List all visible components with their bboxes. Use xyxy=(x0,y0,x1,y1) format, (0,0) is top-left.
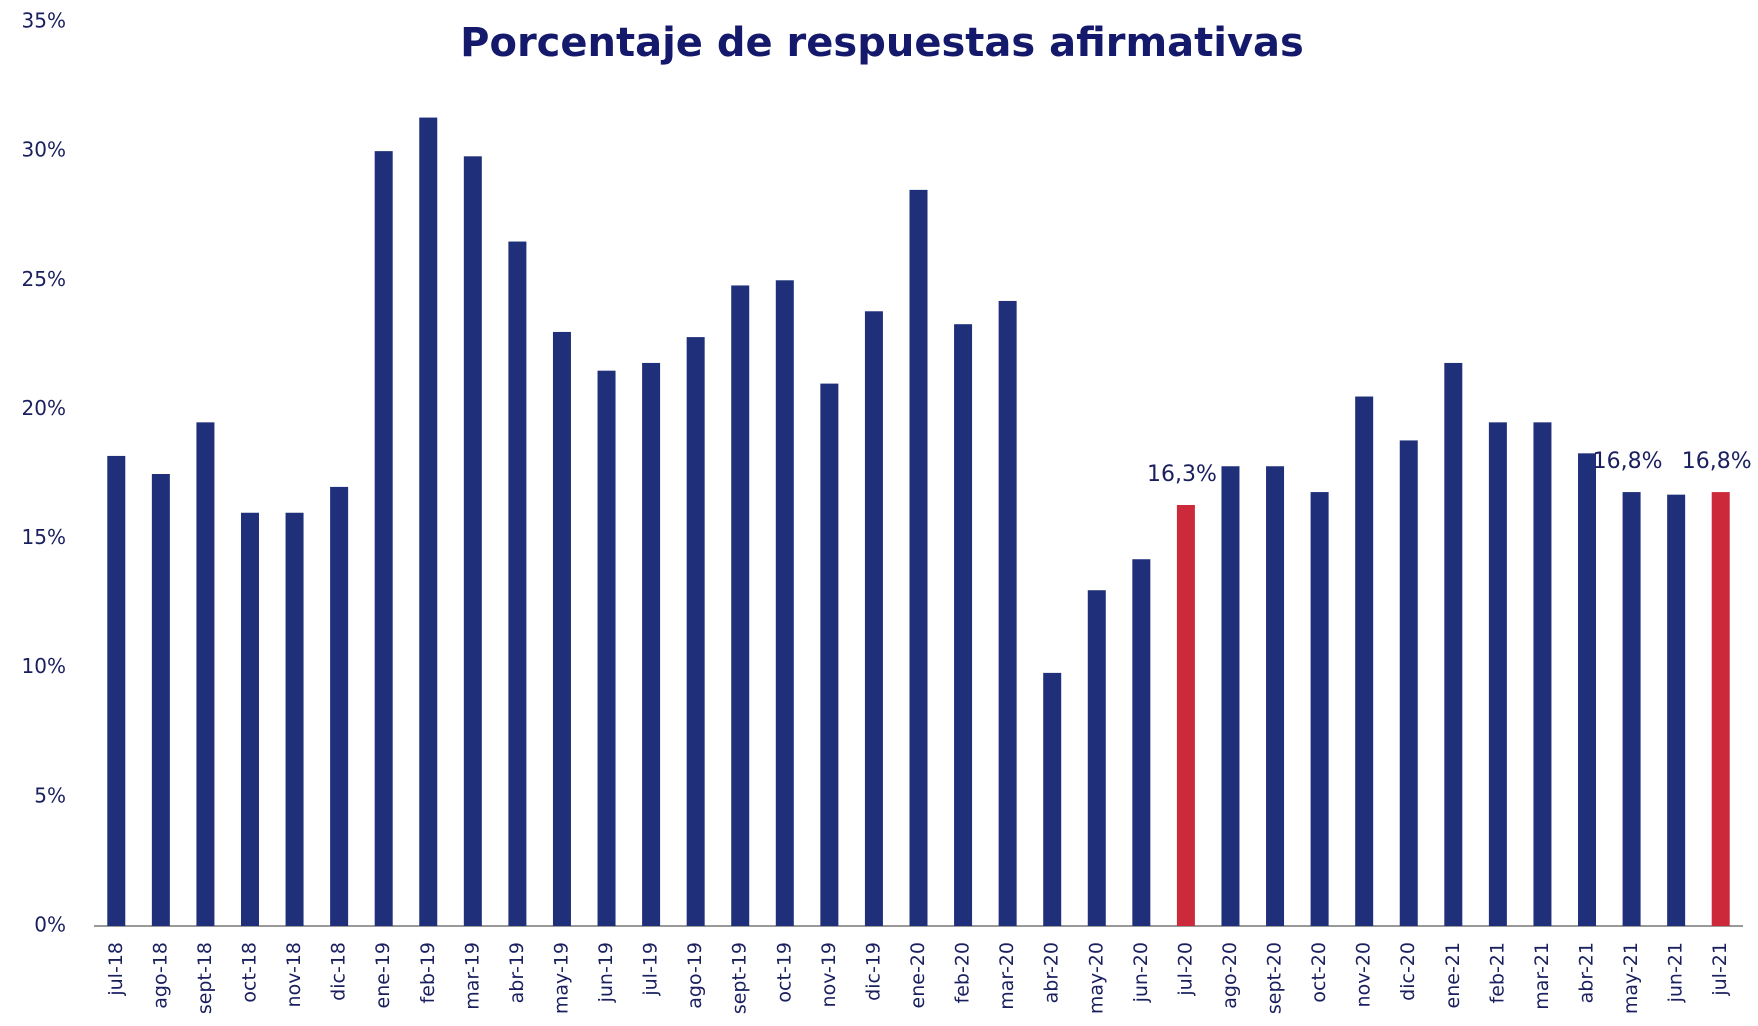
x-tick-label: may-19 xyxy=(550,942,572,1014)
y-tick-label: 30% xyxy=(22,138,66,162)
value-label: 16,3% xyxy=(1147,462,1217,487)
bar xyxy=(151,474,170,926)
bar xyxy=(107,455,126,926)
y-tick-label: 20% xyxy=(22,396,66,420)
x-tick-label: oct-20 xyxy=(1308,942,1330,1003)
x-tick-label: dic-18 xyxy=(328,942,350,1001)
bar xyxy=(1533,422,1552,926)
x-tick-label: mar-19 xyxy=(461,942,483,1010)
bar xyxy=(1176,504,1195,926)
bar xyxy=(686,337,705,926)
x-tick-label: ene-21 xyxy=(1442,942,1464,1008)
bar xyxy=(1355,396,1374,926)
bar xyxy=(1488,422,1507,926)
bar xyxy=(731,285,750,926)
bar xyxy=(1711,492,1730,926)
bar xyxy=(1132,559,1151,926)
bar xyxy=(374,151,393,927)
bar xyxy=(1221,466,1240,926)
bar xyxy=(285,512,304,926)
bar xyxy=(1399,440,1418,926)
y-tick-label: 15% xyxy=(22,525,66,549)
bar xyxy=(954,324,973,926)
bar xyxy=(998,300,1017,926)
x-tick-label: sept-18 xyxy=(194,942,216,1014)
bar xyxy=(775,280,794,926)
bar xyxy=(196,422,215,926)
x-tick-label: sept-19 xyxy=(729,942,751,1014)
x-tick-label: ene-19 xyxy=(372,942,394,1008)
x-tick-label: abr-21 xyxy=(1576,942,1598,1003)
y-tick-label: 0% xyxy=(34,913,66,937)
bar xyxy=(597,370,616,927)
x-tick-label: ene-20 xyxy=(907,942,929,1008)
x-tick-label: jun-21 xyxy=(1665,942,1687,1003)
x-tick-label: nov-19 xyxy=(818,942,840,1007)
x-tick-label: mar-21 xyxy=(1531,942,1553,1010)
value-label: 16,8% xyxy=(1682,449,1752,474)
x-tick-label: jul-19 xyxy=(640,942,662,997)
x-tick-label: feb-20 xyxy=(952,942,974,1003)
bar xyxy=(1444,362,1463,926)
bar xyxy=(864,311,883,926)
bar xyxy=(909,189,928,926)
x-tick-label: jun-19 xyxy=(595,942,617,1003)
x-tick-label: oct-19 xyxy=(773,942,795,1003)
x-tick-label: jul-21 xyxy=(1709,942,1731,997)
y-tick-label: 25% xyxy=(22,267,66,291)
x-tick-label: ago-20 xyxy=(1219,942,1241,1009)
bar xyxy=(240,512,259,926)
x-tick-label: jul-18 xyxy=(105,942,127,997)
bar xyxy=(330,486,349,926)
y-tick-label: 35% xyxy=(22,9,66,33)
bar xyxy=(820,383,839,927)
x-tick-label: sept-20 xyxy=(1264,942,1286,1014)
bar xyxy=(642,362,661,926)
x-tick-label: ago-18 xyxy=(149,942,171,1009)
bar xyxy=(1310,492,1329,926)
bar xyxy=(1087,590,1106,926)
bar xyxy=(552,331,571,926)
y-tick-label: 5% xyxy=(34,783,66,807)
bar xyxy=(1578,453,1597,926)
x-tick-label: abr-20 xyxy=(1041,942,1063,1003)
bar xyxy=(1622,492,1641,926)
chart-title: Porcentaje de respuestas afirmativas xyxy=(460,20,1304,66)
bar xyxy=(463,156,482,926)
x-tick-label: may-20 xyxy=(1085,942,1107,1014)
bar xyxy=(1043,672,1062,926)
x-tick-label: may-21 xyxy=(1620,942,1642,1014)
x-tick-label: abr-19 xyxy=(506,942,528,1003)
x-tick-label: mar-20 xyxy=(996,942,1018,1010)
x-tick-label: nov-20 xyxy=(1353,942,1375,1007)
x-tick-label: dic-19 xyxy=(862,942,884,1001)
x-tick-label: feb-19 xyxy=(417,942,439,1003)
y-tick-label: 10% xyxy=(22,654,66,678)
x-tick-label: dic-20 xyxy=(1397,942,1419,1001)
value-label: 16,8% xyxy=(1593,449,1663,474)
bar xyxy=(508,241,527,927)
bar xyxy=(419,117,438,926)
x-tick-label: jul-20 xyxy=(1174,942,1196,997)
x-tick-label: oct-18 xyxy=(238,942,260,1003)
x-tick-label: jun-20 xyxy=(1130,942,1152,1003)
x-tick-label: feb-21 xyxy=(1486,942,1508,1003)
bar xyxy=(1266,466,1285,926)
x-tick-label: ago-19 xyxy=(684,942,706,1009)
bar xyxy=(1667,494,1686,926)
x-tick-label: nov-18 xyxy=(283,942,305,1007)
